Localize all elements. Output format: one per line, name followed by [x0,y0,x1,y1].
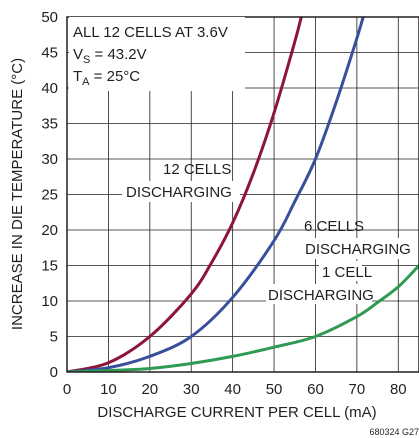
y-tick-label: 20 [41,222,58,239]
y-tick-label: 10 [41,293,58,310]
x-axis-title: DISCHARGE CURRENT PER CELL (mA) [97,404,376,421]
y-tick-label: 25 [41,187,58,204]
figure-code: 680324 G27 [369,427,419,437]
label-6-cells-line1: 6 CELLS [304,218,364,235]
y-tick-label: 35 [41,116,58,133]
condition-ta-sub: A [82,76,90,88]
condition-vs-sub: S [83,54,90,66]
y-tick-label: 5 [50,329,58,346]
conditions-box [69,17,245,91]
label-1-cell-line2: DISCHARGING [268,287,374,304]
label-12-cells-line2: DISCHARGING [126,184,232,201]
label-6-cells-line2: DISCHARGING [305,241,411,258]
y-tick-label: 30 [41,151,58,168]
series-1-cell-line [67,264,419,372]
series-6-cells-line [67,17,365,372]
condition-cells: ALL 12 CELLS AT 3.6V [73,24,228,41]
x-tick-label: 30 [183,381,200,398]
series-12-cells-line [67,17,303,372]
condition-vs: VS = 43.2V [73,46,147,66]
y-tick-label: 40 [41,80,58,97]
x-tick-label: 60 [307,381,324,398]
y-tick-label: 15 [41,258,58,275]
series-layer [67,17,419,372]
tick-labels: 0 10 20 30 40 50 60 70 80 0 5 10 15 20 25 30 35 40 45 50 [41,9,406,398]
label-1-cell-line1: 1 CELL [322,264,372,281]
label-1-cell-bg [319,261,362,281]
x-tick-label: 20 [141,381,158,398]
x-tick-label: 80 [390,381,407,398]
x-tick-label: 40 [224,381,241,398]
y-tick-label: 45 [41,45,58,62]
y-tick-label: 50 [41,9,58,26]
x-tick-label: 70 [349,381,366,398]
label-12-cells-bg [122,181,240,202]
y-axis-title: INCREASE IN DIE TEMPERATURE (°C) [9,58,26,330]
label-6-cells-bg [302,238,416,259]
condition-ta: TA = 25°C [73,68,140,88]
x-tick-label: 50 [266,381,283,398]
annotations: 12 CELLS DISCHARGING 6 CELLS DISCHARGING… [122,161,416,304]
label-1-cell-bg2 [266,284,372,304]
x-tick-label: 0 [63,381,71,398]
label-12-cells-line1: 12 CELLS [163,161,231,178]
y-tick-label: 0 [50,364,58,381]
x-tick-label: 10 [100,381,117,398]
